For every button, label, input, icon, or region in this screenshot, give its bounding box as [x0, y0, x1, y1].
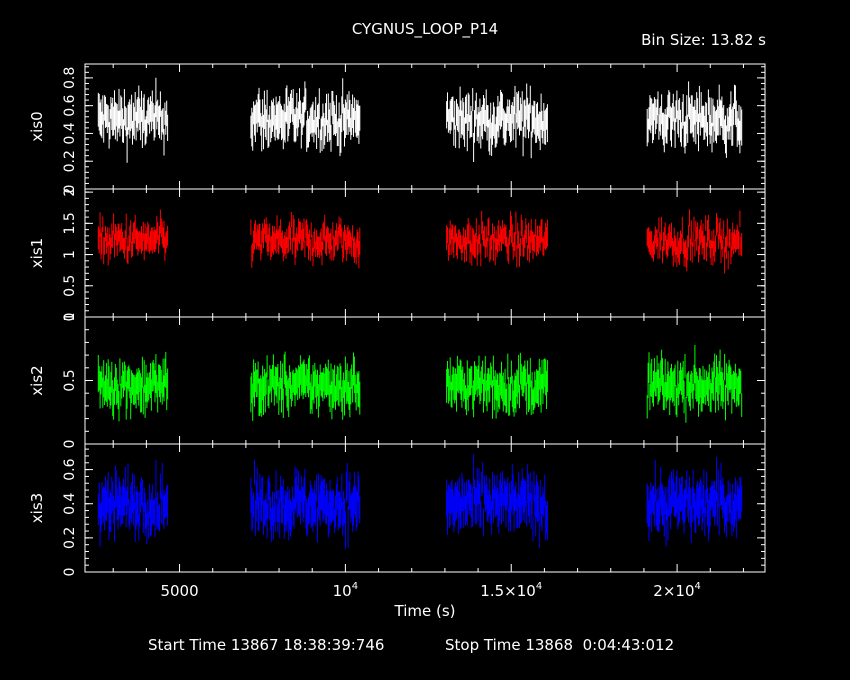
- y-axis-label: xis1: [28, 238, 46, 268]
- y-tick-label: 0.4: [62, 493, 78, 515]
- y-tick-label: 0.6: [62, 458, 78, 480]
- series-xis0: [97, 77, 743, 163]
- y-tick-label: 0.5: [62, 369, 78, 391]
- x-axis-label: Time (s): [394, 602, 456, 620]
- x-tick-label: 5000: [160, 582, 198, 600]
- y-axis-label: xis2: [28, 365, 46, 395]
- y-axis-label: xis3: [28, 493, 46, 523]
- bin-size-label: Bin Size: 13.82 s: [641, 31, 766, 49]
- panel-xis2: 0 0.5 1 xis2: [28, 313, 766, 449]
- panel-xis0: 0 0.2 0.4 0.6 0.8 xis0: [28, 63, 766, 194]
- y-tick-label: 0: [62, 185, 78, 194]
- y-tick-label: 0: [62, 313, 78, 322]
- y-tick-label: 1: [62, 313, 78, 322]
- series-xis2: [97, 345, 743, 423]
- y-axis-label: xis0: [28, 111, 46, 141]
- panel-xis3: 0 0.2 0.4 0.6 xis3: [28, 443, 766, 577]
- y-tick-label: 0.2: [62, 150, 78, 172]
- y-tick-label: 0.6: [62, 94, 78, 116]
- series-xis3: [97, 454, 743, 550]
- x-tick-label: 104: [333, 581, 358, 600]
- stop-time-label: Stop Time 13868 0:04:43:012: [445, 636, 675, 654]
- series-xis1: [97, 209, 743, 274]
- y-tick-label: 2: [62, 188, 78, 197]
- chart-title: CYGNUS_LOOP_P14: [351, 20, 499, 38]
- y-tick-label: 0: [62, 568, 78, 577]
- y-tick-label: 0.4: [62, 122, 78, 144]
- panel-frame: [84, 443, 766, 573]
- x-tick-label: 1.5×104: [480, 581, 542, 600]
- start-time-label: Start Time 13867 18:38:39:746: [148, 636, 385, 654]
- y-tick-label: 0.2: [62, 527, 78, 549]
- panel-xis1: 0 0.5 1 1.5 2 xis1: [28, 188, 766, 322]
- y-tick-label: 0: [62, 440, 78, 449]
- y-tick-label: 1: [62, 250, 78, 259]
- y-tick-label: 1.5: [62, 212, 78, 234]
- y-tick-label: 0.8: [62, 67, 78, 89]
- y-tick-label: 0.5: [62, 275, 78, 297]
- x-tick-label: 2×104: [653, 581, 701, 600]
